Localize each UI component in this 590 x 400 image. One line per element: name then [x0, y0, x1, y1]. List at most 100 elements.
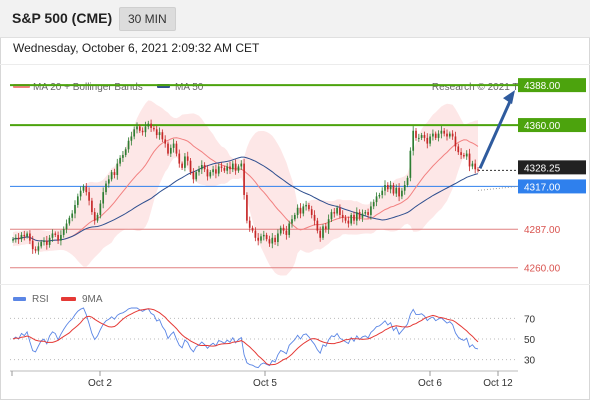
- candle-body: [434, 133, 437, 138]
- candle-body: [310, 209, 313, 215]
- pivot-connector: [477, 185, 519, 191]
- pivot-label: 4317.00: [524, 182, 561, 193]
- candle-body: [322, 226, 324, 238]
- candle-body: [339, 207, 341, 215]
- rsi-tick-label: 30: [524, 356, 536, 367]
- candle-body: [116, 163, 119, 175]
- candle-body: [375, 196, 378, 203]
- x-tick-label: Oct 5: [253, 378, 277, 389]
- candle-body: [401, 190, 403, 197]
- candle-body: [341, 214, 344, 218]
- candle-body: [107, 179, 110, 184]
- candle-body: [299, 207, 302, 214]
- candle-body: [57, 234, 59, 241]
- candle-body: [99, 203, 102, 215]
- candle-body: [279, 227, 282, 234]
- candle-body: [74, 204, 76, 214]
- candle-body: [62, 229, 65, 235]
- candle-body: [122, 155, 124, 158]
- divider: [0, 64, 590, 65]
- candle-body: [127, 140, 130, 150]
- candle-body: [443, 130, 446, 134]
- resistance-label: 4360.00: [524, 121, 561, 132]
- candle-body: [215, 169, 217, 174]
- candle-body: [60, 234, 62, 241]
- rsi-ma-legend-swatch: [61, 297, 76, 301]
- candle-body: [355, 212, 358, 221]
- candle-body: [417, 137, 420, 139]
- candle-body: [324, 226, 327, 230]
- candle-body: [412, 130, 415, 151]
- candle-body: [370, 206, 372, 215]
- candle-body: [45, 240, 48, 245]
- candle-body: [167, 143, 169, 154]
- candle-body: [105, 183, 107, 193]
- candle-body: [454, 136, 457, 147]
- candle-body: [198, 169, 200, 173]
- candle-body: [138, 126, 141, 131]
- candle-body: [386, 184, 389, 190]
- rsi-tick-label: 70: [524, 314, 536, 325]
- candle-body: [409, 150, 412, 178]
- candle-body: [446, 133, 448, 137]
- chart-header: S&P 500 (CME) 30 MIN: [0, 0, 590, 38]
- rsi-ma-legend-label: 9MA: [82, 294, 103, 305]
- candle-body: [209, 172, 212, 177]
- candle-body: [88, 192, 90, 201]
- rsi-legend-label: RSI: [32, 294, 49, 305]
- candle-body: [389, 184, 392, 190]
- candle-body: [203, 165, 206, 170]
- candle-body: [251, 227, 254, 231]
- candle-body: [110, 172, 113, 180]
- candle-body: [344, 217, 347, 221]
- candle-body: [350, 214, 353, 224]
- candle-body: [271, 237, 274, 244]
- candle-body: [406, 177, 409, 185]
- forecast-arrow-shaft: [478, 98, 513, 169]
- resistance-label-bg: [518, 78, 586, 93]
- current-price-label-bg: [518, 160, 586, 175]
- candle-body: [285, 230, 288, 235]
- candle-body: [186, 156, 189, 161]
- x-tick-label: Oct 2: [88, 378, 112, 389]
- candle-body: [43, 240, 45, 243]
- candle-body: [29, 233, 31, 241]
- candle-body: [293, 214, 296, 220]
- candle-body: [54, 233, 57, 235]
- candle-body: [155, 129, 158, 136]
- candle-body: [260, 236, 262, 241]
- candle-body: [65, 223, 68, 230]
- candle-body: [347, 220, 350, 224]
- candle-body: [353, 214, 355, 221]
- candle-body: [372, 202, 375, 207]
- candle-body: [468, 153, 471, 167]
- candle-body: [31, 240, 34, 250]
- candle-body: [240, 163, 243, 167]
- candle-body: [68, 217, 71, 224]
- resistance-label-bg: [518, 118, 586, 133]
- candle-body: [477, 169, 479, 171]
- candle-body: [358, 212, 361, 218]
- interval-button[interactable]: 30 MIN: [119, 7, 176, 31]
- candle-body: [403, 184, 406, 191]
- candle-body: [40, 242, 43, 247]
- candle-body: [474, 163, 477, 170]
- support-label: 4287.00: [524, 225, 561, 236]
- candle-body: [206, 169, 209, 177]
- candle-body: [147, 123, 150, 127]
- candle-body: [164, 139, 167, 144]
- rsi-ma-line: [12, 308, 479, 366]
- candle-body: [124, 149, 127, 156]
- candle-body: [316, 220, 319, 231]
- candle-body: [471, 163, 474, 167]
- candle-body: [153, 127, 155, 130]
- candle-body: [302, 206, 305, 214]
- candle-body: [217, 166, 220, 174]
- candle-body: [457, 146, 460, 153]
- candle-body: [158, 132, 161, 136]
- candle-body: [277, 233, 279, 243]
- candle-body: [20, 234, 23, 240]
- candle-body: [26, 233, 28, 237]
- candle-body: [451, 133, 454, 137]
- x-tick-label: Oct 6: [418, 378, 442, 389]
